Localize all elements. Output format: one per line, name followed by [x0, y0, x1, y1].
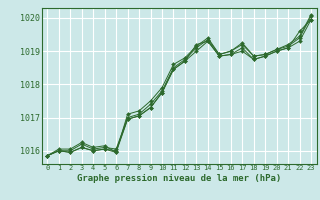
- X-axis label: Graphe pression niveau de la mer (hPa): Graphe pression niveau de la mer (hPa): [77, 174, 281, 183]
